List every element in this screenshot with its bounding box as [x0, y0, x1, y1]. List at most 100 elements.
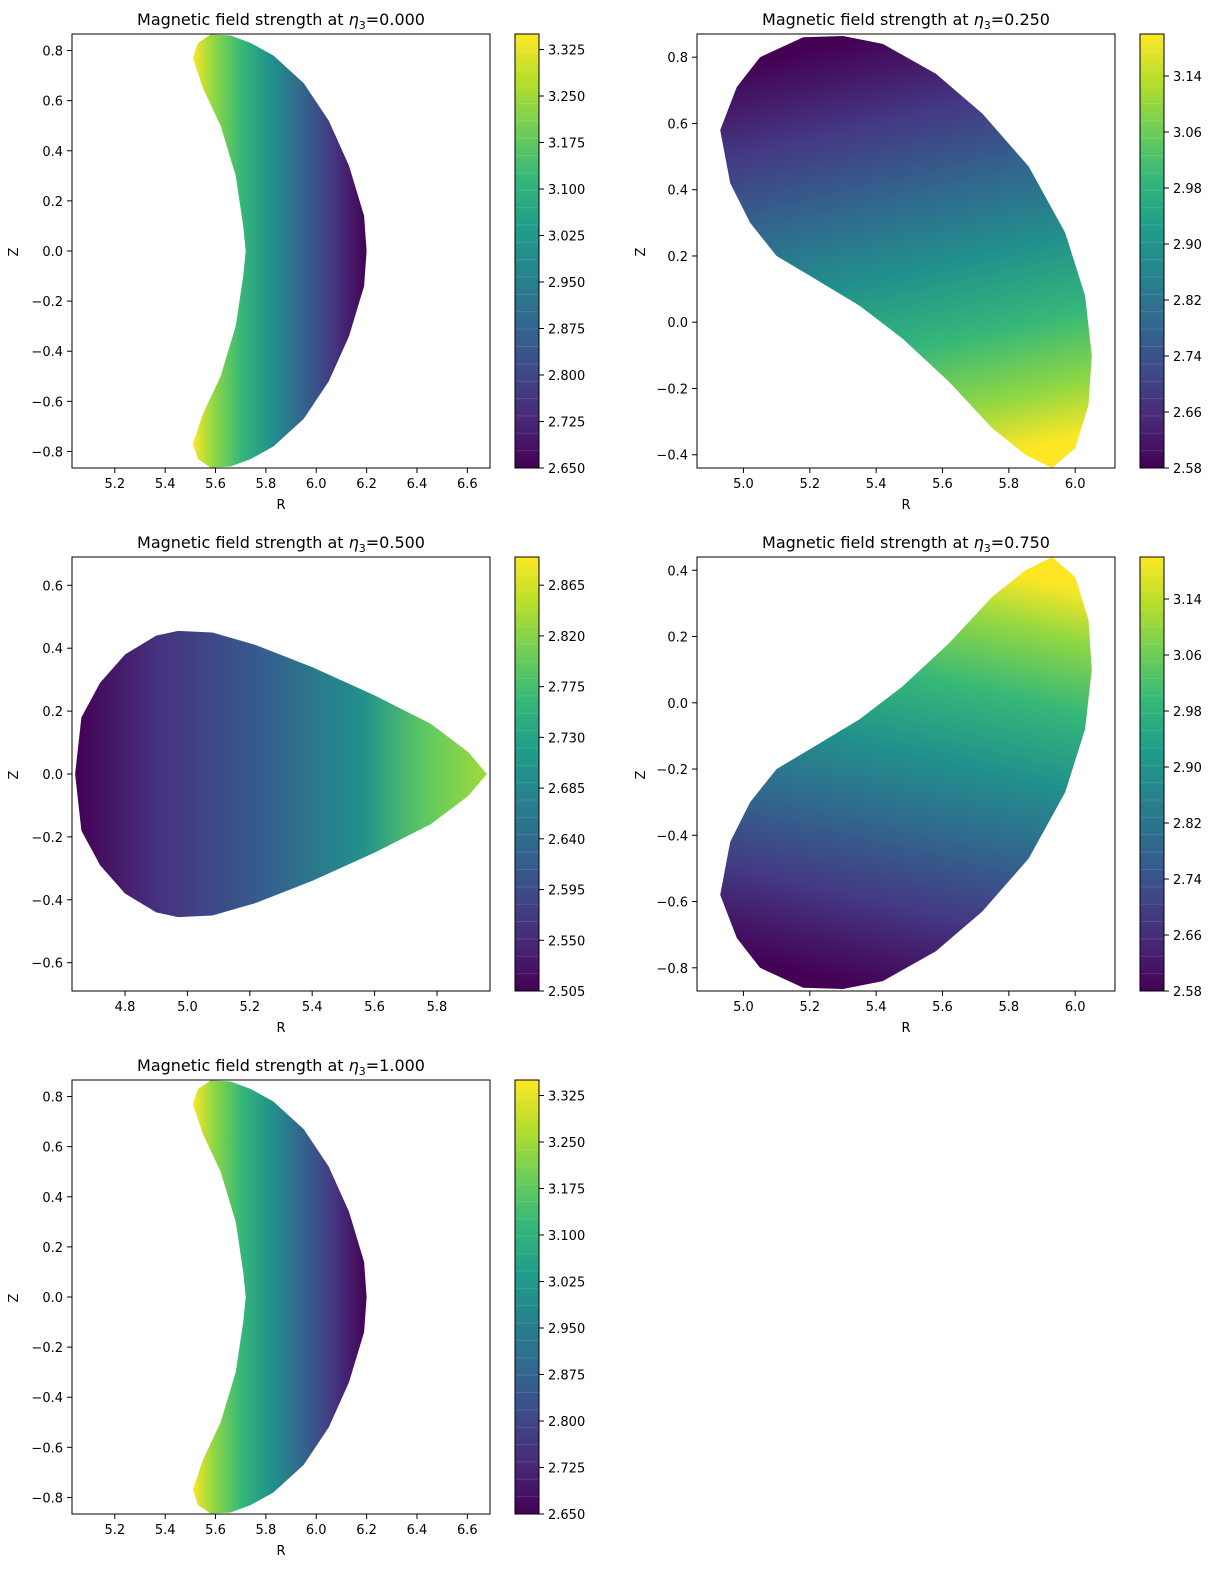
plot-area-1: 5.0 5.2 5.4 5.6 5.8 6.0 −0.4 −0.2 0.0 0.2 0.4 0.6 0.… [656, 33, 1116, 492]
colorbar-frame [1139, 33, 1165, 469]
colorbar-tick-label: 2.595 [548, 884, 585, 899]
x-tick-label: 5.0 [733, 1000, 754, 1015]
y-tick-label: 0.8 [42, 45, 63, 60]
subplot-2: Magnetic field strength at η3=0.500 R Z … [7, 533, 585, 1036]
x-tick-label: 6.6 [457, 1523, 478, 1538]
colorbar-tick-label: 2.725 [548, 416, 585, 431]
y-tick-label: 0.2 [667, 631, 688, 646]
colorbar-tick-label: 2.82 [1173, 294, 1202, 309]
y-tick-label: 0.6 [42, 579, 63, 594]
y-tick-label: −0.4 [31, 1391, 63, 1406]
colorbar-tick-label: 2.800 [548, 1415, 585, 1430]
x-tick-label: 6.0 [306, 1523, 327, 1538]
colorbar-tick-label: 2.74 [1173, 350, 1202, 365]
colorbar-tick-label: 3.025 [548, 230, 585, 245]
x-tick-label: 5.6 [932, 1000, 953, 1015]
y-tick-label: 0.6 [42, 95, 63, 110]
y-tick-label: −0.2 [31, 1341, 63, 1356]
colorbar-frame [514, 556, 540, 992]
plot-area-0: 5.2 5.4 5.6 5.8 6.0 6.2 6.4 6.6 −0.8 −0.6 −0.4 −0.2… [31, 33, 491, 492]
colorbar-tick-label: 2.90 [1173, 761, 1202, 776]
x-axis-label-4: R [276, 1544, 285, 1559]
x-tick-label: 5.8 [256, 1523, 277, 1538]
y-tick-label: −0.6 [31, 957, 63, 972]
y-tick-label: 0.0 [667, 316, 688, 331]
x-tick-label: 5.4 [155, 1523, 176, 1538]
x-tick-label: 6.2 [356, 477, 377, 492]
y-tick-label: 0.2 [42, 705, 63, 720]
y-tick-label: 0.0 [42, 768, 63, 783]
colorbar-tick-label: 2.58 [1173, 462, 1202, 477]
y-tick-label: −0.6 [31, 395, 63, 410]
x-tick-label: 5.2 [799, 477, 820, 492]
colorbar-3: 2.58 2.66 2.74 2.82 2.90 2.98 3.06 3.14 [1139, 556, 1202, 1000]
colorbar-tick-label: 2.950 [548, 276, 585, 291]
colorbar-tick-label: 2.82 [1173, 817, 1202, 832]
field-region-4 [192, 1080, 367, 1514]
y-tick-label: −0.6 [31, 1441, 63, 1456]
x-axis-label-3: R [901, 1021, 910, 1036]
y-tick-label: 0.4 [42, 1191, 63, 1206]
y-tick-label: −0.4 [656, 829, 688, 844]
subplot-3: Magnetic field strength at η3=0.750 R Z … [634, 533, 1202, 1036]
colorbar-tick-label: 2.650 [548, 462, 585, 477]
colorbar-frame [514, 33, 540, 469]
subplot-1: Magnetic field strength at η3=0.250 R Z … [634, 10, 1202, 513]
x-tick-label: 5.2 [104, 477, 125, 492]
x-tick-label: 5.6 [205, 477, 226, 492]
x-tick-label: 5.8 [998, 477, 1019, 492]
colorbar-tick-label: 3.175 [548, 137, 585, 152]
x-tick-label: 5.8 [998, 1000, 1019, 1015]
x-tick-label: 4.8 [115, 1000, 136, 1015]
y-tick-label: −0.2 [656, 382, 688, 397]
x-tick-label: 6.2 [356, 1523, 377, 1538]
plot-area-4: 5.2 5.4 5.6 5.8 6.0 6.2 6.4 6.6 −0.8 −0.6 −0.4 −0.2… [31, 1079, 491, 1538]
plot-area-3: 5.0 5.2 5.4 5.6 5.8 6.0 −0.8 −0.6 −0.4 −0.2 0.0 0.2… [656, 556, 1116, 1015]
x-tick-label: 5.4 [302, 1000, 323, 1015]
y-tick-label: 0.8 [667, 51, 688, 66]
subplot-title-1: Magnetic field strength at η3=0.250 [762, 10, 1050, 32]
y-tick-label: −0.8 [31, 445, 63, 460]
x-axis-label-2: R [276, 1021, 285, 1036]
colorbar-tick-label: 2.820 [548, 630, 585, 645]
y-tick-label: 0.8 [42, 1091, 63, 1106]
colorbar-frame [1139, 556, 1165, 992]
x-tick-label: 5.4 [155, 477, 176, 492]
y-axis-label-3: Z [634, 770, 649, 779]
colorbar-tick-label: 3.100 [548, 183, 585, 198]
y-tick-label: 0.4 [42, 145, 63, 160]
y-tick-label: 0.2 [42, 195, 63, 210]
colorbar-tick-label: 2.90 [1173, 238, 1202, 253]
colorbar-tick-label: 2.98 [1173, 182, 1202, 197]
x-tick-label: 5.6 [364, 1000, 385, 1015]
y-tick-label: 0.0 [667, 697, 688, 712]
y-tick-label: −0.8 [31, 1491, 63, 1506]
subplot-title-4: Magnetic field strength at η3=1.000 [137, 1056, 425, 1078]
colorbar-tick-label: 3.100 [548, 1229, 585, 1244]
colorbar-gradient [515, 1080, 539, 1514]
colorbar-2: 2.505 2.550 2.595 2.640 2.685 2.730 2.775 2.820… [514, 556, 585, 1000]
colorbar-tick-label: 2.800 [548, 369, 585, 384]
colorbar-gradient [1140, 34, 1164, 468]
field-region-0 [192, 34, 367, 468]
colorbar-tick-label: 2.730 [548, 731, 585, 746]
y-tick-label: −0.8 [656, 962, 688, 977]
colorbar-tick-label: 2.685 [548, 782, 585, 797]
y-tick-label: 0.4 [42, 642, 63, 657]
colorbar-0: 2.650 2.725 2.800 2.875 2.950 3.025 3.100 3.175… [514, 33, 585, 477]
x-axis-label-1: R [901, 498, 910, 513]
field-region-2 [75, 630, 487, 918]
colorbar-tick-label: 3.025 [548, 1276, 585, 1291]
subplot-0: Magnetic field strength at η3=0.000 R Z … [7, 10, 585, 513]
colorbar-tick-label: 3.250 [548, 90, 585, 105]
subplot-title-3: Magnetic field strength at η3=0.750 [762, 533, 1050, 555]
y-tick-label: 0.6 [42, 1141, 63, 1156]
colorbar-tick-label: 2.775 [548, 681, 585, 696]
colorbar-tick-label: 2.875 [548, 1369, 585, 1384]
colorbar-tick-label: 2.875 [548, 323, 585, 338]
colorbar-gradient [515, 34, 539, 468]
x-tick-label: 5.0 [733, 477, 754, 492]
colorbar-gradient [1140, 557, 1164, 991]
y-axis-label-0: Z [7, 247, 22, 256]
colorbar-tick-label: 2.58 [1173, 985, 1202, 1000]
